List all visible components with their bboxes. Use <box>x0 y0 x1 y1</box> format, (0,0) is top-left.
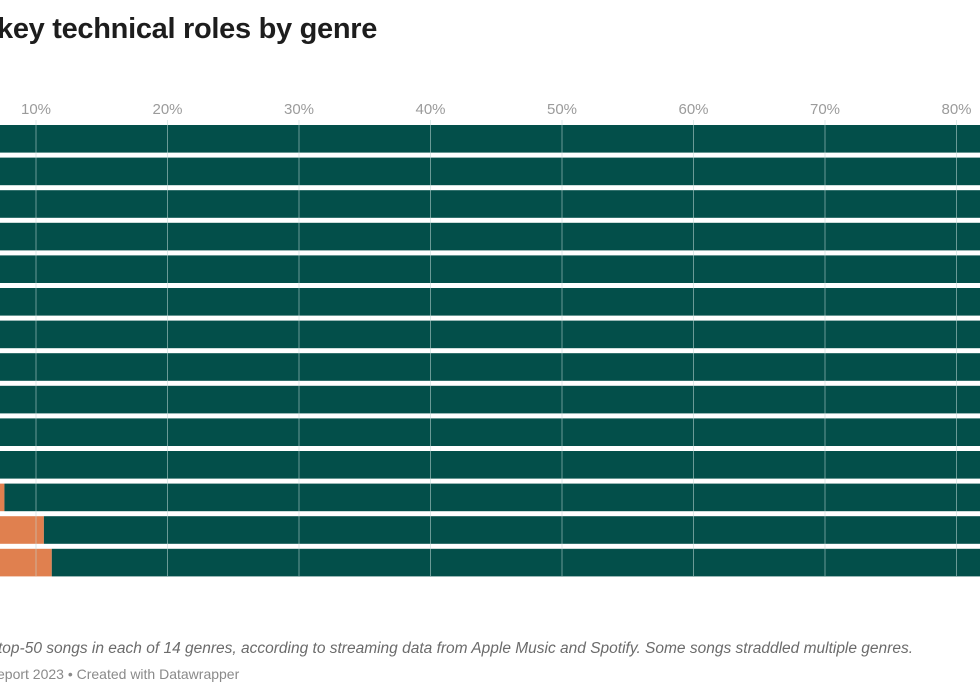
bar-segment-main <box>0 255 980 283</box>
bar-segment-main <box>0 418 980 446</box>
bar-segment-accent <box>0 483 5 512</box>
x-tick-label: 20% <box>152 101 182 118</box>
chart-note: top-50 songs in each of 14 genres, accor… <box>0 640 914 657</box>
bar-segment-main <box>43 516 980 544</box>
bar-segment-main <box>0 385 980 414</box>
bar-segment-main <box>0 353 980 381</box>
x-tick-label: 80% <box>941 101 971 118</box>
bar-segment-main <box>0 451 980 479</box>
x-tick-label: 40% <box>415 101 445 118</box>
chart-source: eport 2023 • Created with Datawrapper <box>0 666 240 682</box>
x-tick-label: 10% <box>21 101 51 118</box>
bar-chart: 10% 20% 30% 40% 50% 60% 70% 80% <box>0 101 980 577</box>
x-tick-label: 50% <box>547 101 577 118</box>
x-tick-label: 70% <box>810 101 840 118</box>
bar-rows <box>0 125 980 577</box>
bar-segment-main <box>0 320 980 349</box>
bar-segment-accent <box>0 516 44 544</box>
x-axis-ticks: 10% 20% 30% 40% 50% 60% 70% 80% <box>21 101 972 118</box>
chart-title: key technical roles by genre <box>0 13 378 45</box>
bar-segment-main <box>0 125 980 153</box>
bar-segment-main <box>0 157 980 186</box>
x-tick-label: 30% <box>284 101 314 118</box>
bar-segment-main <box>0 288 980 316</box>
gridlines <box>35 120 957 576</box>
bar-segment-main <box>4 483 980 512</box>
bar-segment-main <box>51 548 980 577</box>
bar-segment-main <box>0 190 980 218</box>
bar-segment-accent <box>0 548 52 577</box>
x-tick-label: 60% <box>678 101 708 118</box>
bar-segment-main <box>0 222 980 251</box>
